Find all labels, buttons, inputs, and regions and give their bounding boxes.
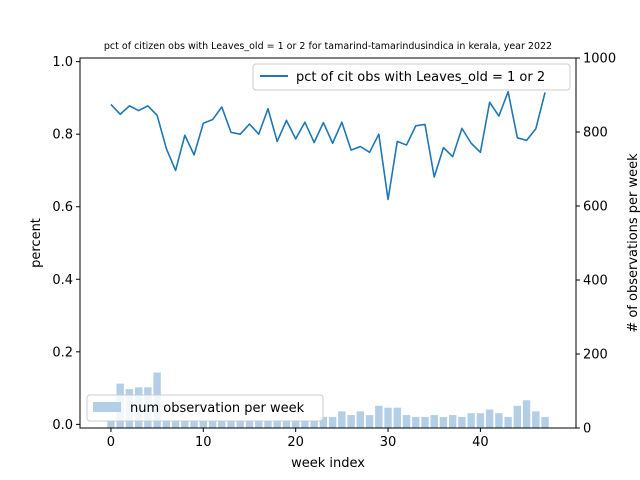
obs-bar xyxy=(273,420,281,428)
y-right-tick-label: 200 xyxy=(583,348,608,363)
obs-bar xyxy=(347,415,355,428)
obs-bar xyxy=(282,420,291,428)
obs-bar xyxy=(190,420,198,428)
obs-bar xyxy=(328,416,337,428)
obs-bar xyxy=(162,420,171,428)
obs-bar xyxy=(199,420,207,428)
obs-bar xyxy=(449,415,457,428)
obs-bar xyxy=(310,420,318,428)
obs-bar xyxy=(319,416,328,428)
obs-bar xyxy=(245,420,254,428)
x-tick-label: 0 xyxy=(107,435,115,450)
obs-bar xyxy=(430,415,438,428)
obs-bar xyxy=(107,420,115,428)
obs-bar xyxy=(513,405,522,428)
obs-bar xyxy=(375,405,383,428)
pct-line xyxy=(110,90,546,201)
obs-bar xyxy=(421,416,429,428)
y-axis-left: 0.0 0.2 0.4 0.6 0.8 1.0 xyxy=(52,55,80,433)
x-tick-label: 20 xyxy=(287,435,304,450)
obs-bar xyxy=(171,420,180,428)
x-tick-label: 10 xyxy=(195,435,212,450)
y-axis-right: 0 200 400 600 800 1000 xyxy=(576,52,616,437)
obs-bar xyxy=(338,411,346,428)
x-tick-label: 40 xyxy=(472,435,489,450)
obs-bar xyxy=(218,420,226,428)
obs-bar xyxy=(365,415,374,428)
obs-bar xyxy=(522,400,531,428)
legend-line: pct of cit obs with Leaves_old = 1 or 2 xyxy=(252,63,571,91)
obs-bar xyxy=(485,409,494,428)
obs-bar xyxy=(467,413,475,428)
obs-bar xyxy=(236,420,244,428)
obs-bar xyxy=(532,411,540,428)
legend-line-label: pct of cit obs with Leaves_old = 1 or 2 xyxy=(296,70,545,85)
line-series xyxy=(110,90,546,201)
y-left-tick-label: 0.2 xyxy=(52,345,73,360)
x-tick-label: 30 xyxy=(380,435,397,450)
y-left-tick-label: 1.0 xyxy=(52,55,73,70)
plot-frame xyxy=(79,57,577,429)
y-axis-right-label: # of observations per week xyxy=(626,153,640,333)
obs-bar xyxy=(384,407,392,428)
x-axis-label: week index xyxy=(291,456,365,471)
legend-line-box xyxy=(252,63,571,91)
legend-bar: num observation per week xyxy=(86,394,324,422)
obs-bar xyxy=(227,420,235,428)
y-right-tick-label: 1000 xyxy=(583,52,616,67)
y-left-tick-label: 0.0 xyxy=(52,418,73,433)
legend-bar-box xyxy=(86,394,324,422)
obs-bar xyxy=(264,420,272,428)
obs-bar xyxy=(291,420,300,428)
obs-bar xyxy=(393,407,401,428)
obs-bar xyxy=(356,411,365,428)
y-right-tick-label: 600 xyxy=(583,200,608,215)
obs-bar xyxy=(208,420,217,428)
obs-bar xyxy=(439,416,448,428)
obs-bar xyxy=(504,416,512,428)
y-right-tick-label: 0 xyxy=(583,422,591,437)
legend-bar-swatch xyxy=(93,402,121,412)
chart-title: pct of citizen obs with Leaves_old = 1 o… xyxy=(104,41,552,52)
obs-bar xyxy=(255,420,263,428)
obs-bar xyxy=(541,416,549,428)
obs-bar xyxy=(458,416,466,428)
obs-bar xyxy=(476,413,485,428)
obs-bar xyxy=(301,420,309,428)
y-right-tick-label: 800 xyxy=(583,126,608,141)
obs-bar xyxy=(412,416,420,428)
y-left-tick-label: 0.4 xyxy=(52,273,73,288)
x-axis: 0 10 20 30 40 xyxy=(107,428,489,450)
y-left-tick-label: 0.8 xyxy=(52,128,73,143)
obs-bar xyxy=(495,413,503,428)
y-right-tick-label: 400 xyxy=(583,274,608,289)
y-left-tick-label: 0.6 xyxy=(52,200,73,215)
obs-bar xyxy=(181,420,189,428)
legend-bar-label: num observation per week xyxy=(130,401,305,416)
y-axis-left-label: percent xyxy=(29,218,44,268)
obs-bar xyxy=(402,415,411,428)
